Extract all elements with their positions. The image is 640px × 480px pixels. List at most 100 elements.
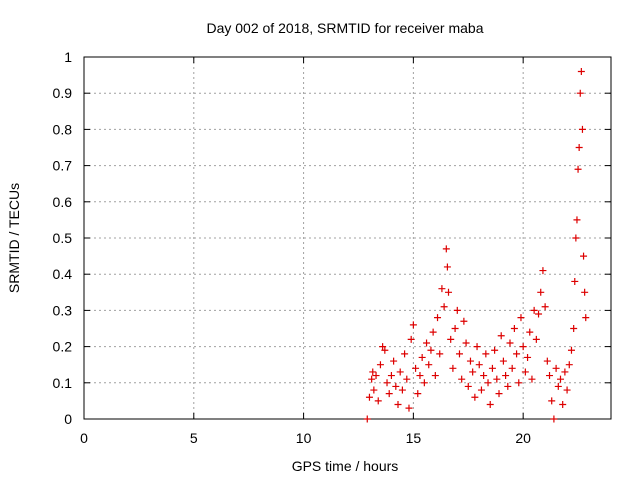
data-point — [497, 332, 505, 340]
data-point — [571, 277, 579, 285]
data-point — [451, 325, 459, 332]
data-point — [573, 216, 581, 224]
data-point — [458, 375, 466, 383]
data-point — [486, 401, 494, 409]
data-point — [431, 372, 439, 380]
data-point — [396, 368, 404, 376]
data-point — [381, 346, 389, 354]
data-point — [482, 350, 490, 358]
data-point — [563, 386, 571, 394]
data-point — [575, 144, 583, 151]
data-point — [510, 325, 518, 332]
data-point — [495, 390, 503, 398]
data-point — [580, 252, 588, 260]
data-point — [409, 321, 417, 329]
data-point — [508, 364, 516, 372]
data-point — [365, 393, 373, 401]
data-point — [528, 375, 536, 383]
data-point — [539, 267, 547, 275]
data-point — [491, 346, 499, 354]
data-point — [543, 357, 551, 365]
data-point — [515, 379, 523, 387]
x-tick-label: 20 — [515, 430, 531, 446]
data-point — [423, 339, 431, 347]
y-tick-label: 0.1 — [53, 375, 73, 391]
data-point — [552, 364, 560, 372]
data-point — [574, 165, 582, 173]
y-tick-label: 0.4 — [53, 266, 73, 282]
data-point — [447, 335, 455, 343]
y-tick-label: 0 — [64, 411, 72, 427]
data-point — [379, 343, 387, 351]
data-point — [546, 372, 554, 380]
y-tick-label: 0.8 — [53, 121, 73, 137]
data-points — [363, 67, 590, 423]
data-point — [429, 328, 437, 336]
data-point — [403, 375, 411, 383]
data-point — [414, 390, 422, 398]
data-point — [363, 415, 371, 423]
data-point — [460, 317, 468, 325]
data-point — [455, 350, 463, 358]
data-point — [449, 364, 457, 372]
data-point — [387, 372, 395, 380]
data-point — [488, 364, 496, 372]
data-point — [425, 361, 433, 369]
data-point — [576, 89, 584, 97]
data-point — [390, 357, 398, 365]
data-point — [541, 303, 549, 311]
data-point — [577, 67, 585, 75]
data-point — [537, 288, 545, 296]
data-point — [372, 372, 380, 380]
data-point — [471, 393, 479, 401]
x-tick-label: 15 — [406, 430, 422, 446]
data-point — [570, 325, 578, 332]
data-point — [502, 372, 510, 380]
data-point — [416, 372, 424, 380]
data-point — [462, 339, 470, 347]
grid — [84, 57, 611, 419]
data-point — [506, 339, 514, 347]
data-point — [374, 397, 382, 405]
x-tick-label: 0 — [80, 430, 88, 446]
data-point — [519, 343, 527, 351]
data-point — [504, 382, 512, 390]
data-point — [480, 372, 488, 380]
data-point — [376, 361, 384, 369]
data-point — [394, 401, 402, 409]
data-point — [473, 343, 481, 351]
data-point — [499, 357, 507, 365]
data-point — [469, 368, 477, 376]
data-point — [513, 350, 521, 358]
chart-title: Day 002 of 2018, SRMTID for receiver mab… — [206, 20, 483, 36]
data-point — [385, 390, 393, 398]
data-point — [369, 368, 377, 376]
y-tick-label: 0.2 — [53, 339, 73, 355]
data-point — [572, 234, 580, 242]
data-point — [434, 314, 442, 322]
y-tick-label: 0.9 — [53, 85, 73, 101]
data-point — [517, 314, 525, 322]
data-point — [401, 350, 409, 358]
data-point — [567, 346, 575, 354]
data-point — [581, 288, 589, 296]
y-tick-label: 0.3 — [53, 302, 73, 318]
data-point — [521, 368, 529, 376]
data-point — [493, 375, 501, 383]
data-point — [554, 382, 562, 390]
data-point — [565, 361, 573, 369]
y-axis-label: SRMTID / TECUs — [6, 183, 22, 293]
data-point — [535, 310, 543, 318]
data-point — [436, 350, 444, 358]
data-point — [420, 379, 428, 387]
data-point — [530, 306, 538, 314]
y-tick-label: 1 — [64, 49, 72, 65]
data-point — [440, 303, 448, 311]
data-point — [466, 357, 474, 365]
data-point — [548, 397, 556, 405]
data-point — [412, 364, 420, 372]
data-point — [427, 346, 435, 354]
data-point — [407, 335, 415, 343]
data-point — [392, 382, 400, 390]
